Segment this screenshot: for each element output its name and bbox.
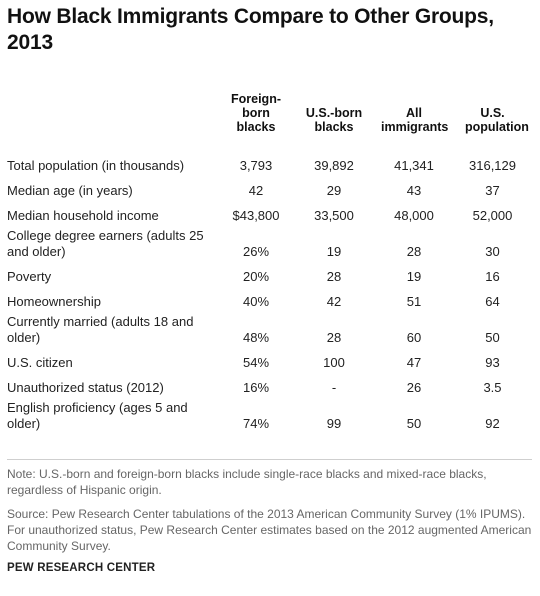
row-label: English proficiency (ages 5 and older) [7,400,188,431]
table-row: Median age (in years) 42 29 43 37 [7,174,532,199]
cell-value: $43,800 [232,208,280,223]
header-row: Foreign-born blacks U.S.-born blacks All… [7,92,532,138]
row-label: Total population (in thousands) [7,158,185,173]
table-row: Unauthorized status (2012) 16% - 26 3.5 [7,371,532,396]
cell-value: 26 [406,380,422,395]
cell-value: 28 [326,330,342,345]
cell-value: 29 [326,183,342,198]
cell-value: 42 [248,183,264,198]
column-header: U.S. population [465,106,529,134]
cell-value: 51 [406,294,422,309]
cell-value: 41,341 [394,158,434,173]
cell-value: 74% [242,416,270,431]
row-label: Median household income [7,208,159,223]
row-label: College degree earners (adults 25 and ol… [7,228,204,259]
table-row: Currently married (adults 18 and older) … [7,310,532,346]
cell-value: 30 [485,244,500,259]
cell-value: 93 [485,355,500,370]
cell-value: 33,500 [314,208,354,223]
cell-value: 47 [406,355,422,370]
cell-value: 26% [242,244,270,259]
row-label: Median age (in years) [7,183,133,198]
cell-value: 60 [406,330,422,345]
cell-value: - [331,380,337,395]
row-label: U.S. citizen [7,355,73,370]
table-row: Median household income $43,800 33,500 4… [7,199,532,224]
cell-value: 37 [485,183,500,198]
cell-value: 100 [323,355,345,370]
column-header: U.S.-born blacks [305,106,363,134]
table-row: U.S. citizen 54% 100 47 93 [7,346,532,371]
row-label: Poverty [7,269,52,284]
cell-value: 50 [406,416,422,431]
table-note: Note: U.S.-born and foreign-born blacks … [7,467,487,497]
table-row: Homeownership 40% 42 51 64 [7,285,532,310]
cell-value: 19 [406,269,422,284]
column-header: All immigrants [381,106,449,134]
cell-value: 16% [242,380,270,395]
cell-value: 52,000 [472,208,513,223]
cell-value: 3.5 [483,380,502,395]
cell-value: 92 [485,416,500,431]
table-title: How Black Immigrants Compare to Other Gr… [7,5,494,54]
cell-value: 54% [242,355,270,370]
table-row: Poverty 20% 28 19 16 [7,260,532,285]
cell-value: 20% [242,269,270,284]
cell-value: 50 [485,330,500,345]
cell-value: 316,129 [469,158,516,173]
cell-value: 99 [326,416,342,431]
cell-value: 19 [326,244,342,259]
cell-value: 3,793 [239,158,273,173]
footnotes: Note: U.S.-born and foreign-born blacks … [7,459,532,574]
table-source: Source: Pew Research Center tabulations … [7,507,532,553]
cell-value: 64 [485,294,500,309]
comparison-table: Foreign-born blacks U.S.-born blacks All… [7,92,532,436]
row-label: Homeownership [7,294,101,309]
column-header: Foreign-born blacks [231,92,281,134]
table-row: Total population (in thousands) 3,793 39… [7,138,532,174]
cell-value: 42 [326,294,342,309]
cell-value: 16 [485,269,500,284]
table-row: English proficiency (ages 5 and older) 7… [7,396,532,436]
cell-value: 40% [242,294,270,309]
cell-value: 39,892 [314,158,354,173]
cell-value: 28 [406,244,422,259]
table-row: College degree earners (adults 25 and ol… [7,224,532,260]
row-label: Unauthorized status (2012) [7,380,164,395]
cell-value: 48,000 [394,208,434,223]
publisher-logo-text: PEW RESEARCH CENTER [7,562,156,574]
cell-value: 28 [326,269,342,284]
header-blank [7,92,219,138]
cell-value: 43 [406,183,422,198]
row-label: Currently married (adults 18 and older) [7,314,194,345]
cell-value: 48% [242,330,270,345]
